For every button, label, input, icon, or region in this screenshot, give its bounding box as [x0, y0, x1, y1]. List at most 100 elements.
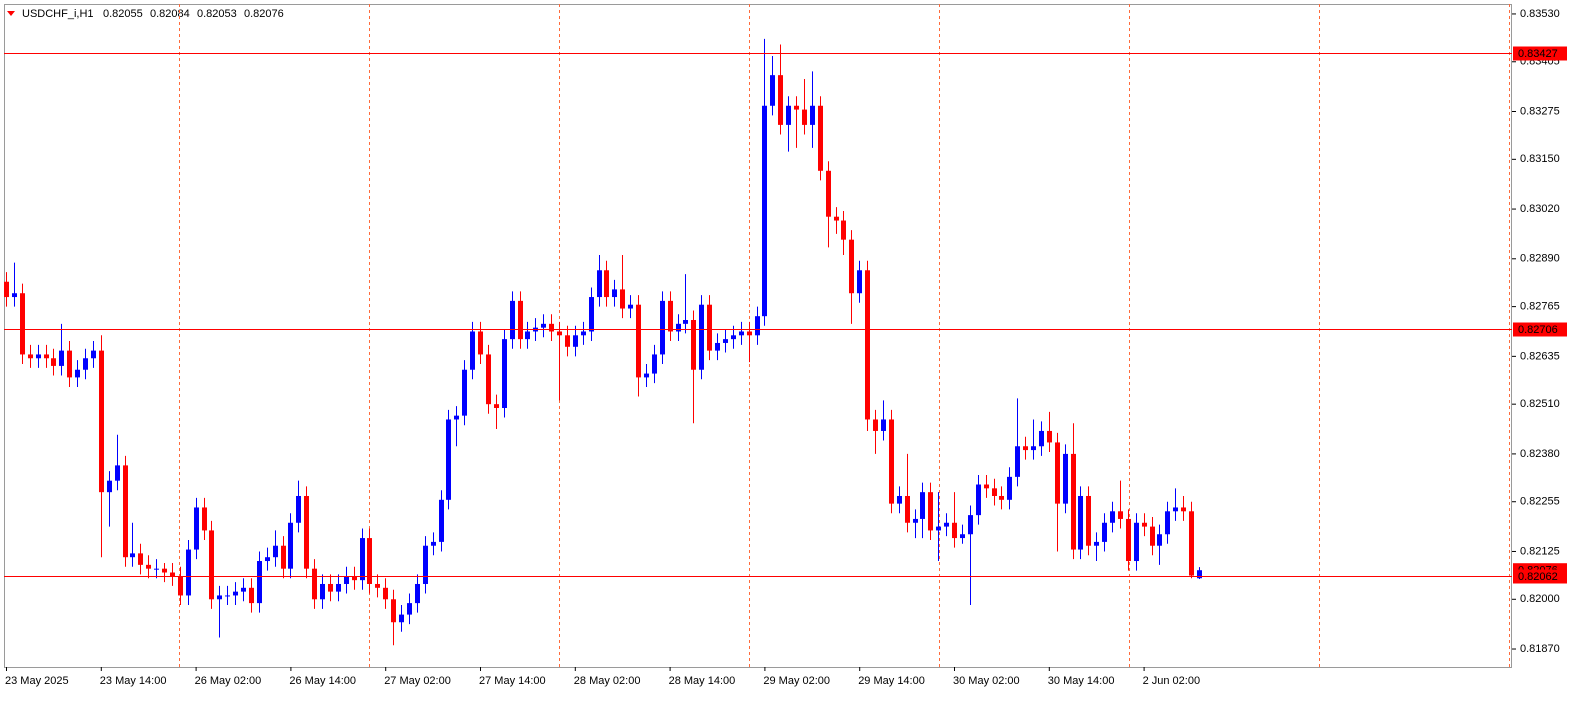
x-tick-label: 30 May 02:00 — [953, 675, 1020, 687]
candle-body — [984, 484, 989, 489]
candle-body — [336, 583, 341, 592]
candle-body — [889, 419, 894, 504]
candle-body — [28, 354, 33, 359]
candle-body — [383, 587, 388, 600]
y-tick-label: 0.82765 — [1520, 301, 1560, 313]
candle-body — [1197, 570, 1202, 579]
candle-body — [913, 518, 918, 523]
candle-body — [1173, 507, 1178, 512]
candle-body — [1039, 430, 1044, 447]
candle-body — [454, 415, 459, 420]
candle-body — [960, 534, 965, 539]
candle-body — [209, 530, 214, 600]
candle-body — [217, 595, 222, 600]
y-tick-label: 0.82000 — [1520, 593, 1560, 605]
candle-body — [257, 561, 262, 604]
candle-body — [344, 576, 349, 584]
x-tick-label: 28 May 02:00 — [574, 675, 641, 687]
x-tick-label: 2 Jun 02:00 — [1143, 675, 1201, 687]
candle-body — [636, 304, 641, 378]
candle-body — [699, 304, 704, 370]
candle-body — [541, 323, 546, 328]
candle-body — [565, 335, 570, 347]
y-tick-label: 0.82890 — [1520, 253, 1560, 265]
candle-body — [897, 495, 902, 504]
x-tick-label: 28 May 14:00 — [669, 675, 736, 687]
candle-body — [186, 549, 191, 596]
candle-body — [162, 568, 167, 573]
candle-body — [557, 331, 562, 336]
candle-body — [146, 564, 151, 569]
candle-body — [486, 354, 491, 405]
candle-body — [747, 331, 752, 336]
candle-body — [581, 331, 586, 336]
x-tick-label: 30 May 14:00 — [1048, 675, 1115, 687]
y-tick-label: 0.83150 — [1520, 153, 1560, 165]
candle-body — [312, 568, 317, 600]
candle-body — [407, 603, 412, 615]
header-icon — [7, 11, 15, 16]
candle-body — [905, 495, 910, 523]
x-tick-label: 27 May 14:00 — [479, 675, 546, 687]
candle-body — [644, 373, 649, 378]
level-label-box — [1513, 569, 1567, 584]
candle-body — [968, 515, 973, 535]
candle-body — [731, 335, 736, 340]
candle-body — [818, 105, 823, 171]
candle-body — [178, 576, 183, 596]
candle-body — [4, 281, 9, 298]
candle-body — [604, 270, 609, 298]
candle-body — [83, 358, 88, 370]
header-close: 0.82076 — [244, 8, 284, 20]
candle-body — [589, 297, 594, 332]
candle-body — [952, 522, 957, 539]
candle-body — [992, 488, 997, 496]
header-high: 0.82084 — [150, 8, 190, 20]
candle-body — [352, 576, 357, 581]
candle-body — [130, 553, 135, 558]
candle-body — [1055, 442, 1060, 504]
candle-body — [241, 587, 246, 592]
candle-body — [668, 300, 673, 332]
candle-body — [1181, 507, 1186, 512]
candle-body — [99, 350, 104, 493]
candle-body — [265, 557, 270, 562]
candle-body — [288, 522, 293, 569]
candle-body — [518, 300, 523, 340]
candle-body — [826, 170, 831, 217]
candle-body — [865, 270, 870, 420]
candle-body — [225, 595, 230, 597]
candle-body — [328, 583, 333, 592]
candle-body — [20, 293, 25, 355]
y-tick-label: 0.83530 — [1520, 8, 1560, 20]
candle-body — [123, 465, 128, 558]
x-tick-label: 26 May 02:00 — [195, 675, 262, 687]
candle-body — [755, 316, 760, 336]
candle-body — [281, 545, 286, 569]
candle-body — [936, 526, 941, 531]
candle-body — [375, 583, 380, 588]
level-label: 0.83427 — [1518, 48, 1558, 60]
candle-body — [999, 495, 1004, 500]
candle-body — [810, 105, 815, 125]
x-tick-label: 23 May 2025 — [5, 675, 69, 687]
candle-body — [525, 331, 530, 340]
y-tick-label: 0.82635 — [1520, 350, 1560, 362]
candle-body — [1126, 518, 1131, 562]
plot-frame — [4, 4, 1512, 668]
y-tick-label: 0.81870 — [1520, 643, 1560, 655]
candle-body — [59, 350, 64, 366]
candle-body — [44, 354, 49, 359]
candle-body — [1134, 522, 1139, 562]
candle-body — [1189, 511, 1194, 576]
level-label: 0.82062 — [1518, 571, 1558, 583]
candle-body — [652, 354, 657, 374]
x-tick-label: 23 May 14:00 — [100, 675, 167, 687]
candle-body — [739, 331, 744, 336]
candle-body — [91, 350, 96, 359]
candle-body — [770, 75, 775, 106]
candle-body — [1110, 511, 1115, 523]
candle-body — [170, 572, 175, 577]
